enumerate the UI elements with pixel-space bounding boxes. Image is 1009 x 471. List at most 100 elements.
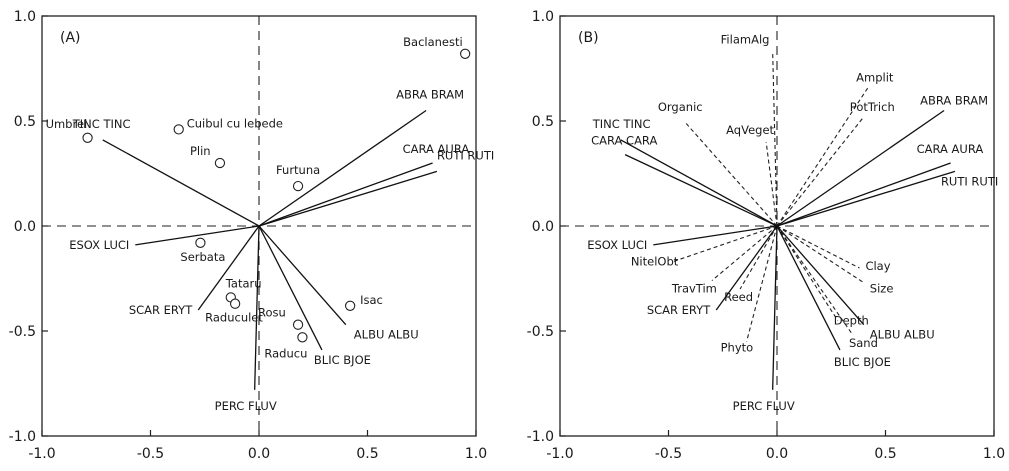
env-vector-aqveget [765, 141, 778, 227]
y-tick-label: 0.0 [14, 219, 36, 235]
species-vector-label: BLIC BJOE [314, 353, 371, 367]
env-vector-phyto [746, 225, 778, 342]
site-point-raducu [297, 332, 308, 343]
site-label: Tataru [225, 276, 262, 290]
site-point-furtuna [292, 180, 304, 192]
y-tick-label: -0.5 [527, 324, 554, 340]
species-vector-albu-albu [258, 225, 347, 326]
x-tick-label: 0.0 [766, 446, 788, 462]
y-tick-label: -1.0 [527, 429, 554, 445]
y-tick-label: -0.5 [9, 324, 36, 340]
species-vector-label: PERC FLUV [215, 399, 277, 413]
site-label: Umbrei [46, 117, 88, 131]
env-vector-clay [776, 225, 860, 269]
species-vector-label: ESOX LUCI [587, 238, 647, 252]
env-vector-label: Clay [865, 259, 890, 273]
species-vector-label: CARA AURA [917, 142, 984, 156]
species-vector-label: ABRA BRAM [920, 94, 988, 108]
env-vector-filamalg [772, 51, 778, 227]
site-label: Plin [190, 144, 211, 158]
species-vector-ruti-ruti [258, 170, 438, 227]
site-point-baclanesti [459, 48, 471, 59]
site-label: Raduculet [205, 311, 263, 325]
site-point-isac [344, 300, 356, 311]
species-vector-label: TINC TINC [592, 117, 651, 131]
site-point-cuibul-cu-lebede [173, 124, 184, 135]
env-vector-label: AqVeget [726, 123, 774, 137]
y-tick-label: 0.0 [532, 219, 554, 235]
env-vector-sand [776, 225, 854, 336]
species-vector-label: BLIC BJOE [834, 355, 891, 369]
y-tick-label: 1.0 [532, 9, 554, 25]
site-point-umbrei [82, 132, 93, 143]
x-tick-label: 0.5 [356, 446, 378, 462]
env-vector-reed [739, 225, 778, 290]
site-label: Furtuna [276, 163, 320, 177]
env-vector-label: NitelObt [631, 255, 679, 269]
species-vector-cara-aura [776, 162, 951, 227]
panel-label: (B) [578, 30, 599, 46]
env-vector-travtim [711, 225, 778, 282]
site-label: Raducu [264, 346, 307, 360]
x-tick-label: 0.0 [248, 446, 270, 462]
species-vector-perc-fluv [254, 225, 260, 390]
species-vector-cara-aura [258, 162, 433, 227]
species-vector-tinc-tinc [620, 139, 778, 227]
species-vector-label: ALBU ALBU [354, 328, 419, 342]
x-tick-label: 1.0 [983, 446, 1005, 462]
species-vector-blic-bjoe [258, 225, 323, 351]
site-label: Cuibul cu lebede [187, 116, 283, 130]
species-vector-cara-cara [624, 154, 778, 227]
site-point-plin [214, 157, 226, 169]
species-vector-blic-bjoe [776, 225, 841, 351]
x-tick-label: -1.0 [28, 446, 55, 462]
site-label: Isac [360, 293, 383, 307]
x-tick-label: -0.5 [137, 446, 164, 462]
species-vector-label: SCAR ERYT [129, 303, 193, 317]
species-vector-label: ALBU ALBU [870, 328, 935, 342]
x-tick-label: 0.5 [874, 446, 896, 462]
site-point-serbata [195, 237, 206, 248]
site-point-rosu [292, 319, 304, 330]
site-label: Baclanesti [403, 35, 463, 49]
site-label: Serbata [180, 250, 225, 264]
species-vector-label: CARA AURA [403, 142, 470, 156]
species-vector-scar-eryt [715, 225, 778, 311]
species-vector-esox-luci [135, 225, 260, 246]
env-vector-label: Reed [724, 290, 753, 304]
panel-label: (A) [60, 30, 81, 46]
species-vector-label: ABRA BRAM [396, 88, 464, 102]
species-vector-perc-fluv [772, 225, 778, 390]
env-vector-pottrich [776, 116, 865, 227]
species-vector-ruti-ruti [776, 170, 956, 227]
env-vector-label: Amplit [856, 70, 894, 84]
species-vector-tinc-tinc [102, 139, 260, 227]
species-vector-label: PERC FLUV [733, 399, 795, 413]
site-label: Rosu [258, 306, 286, 320]
y-tick-label: 1.0 [14, 9, 36, 25]
species-vector-label: RUTI RUTI [941, 174, 998, 188]
y-tick-label: -1.0 [9, 429, 36, 445]
env-vector-label: PotTrich [850, 100, 895, 114]
env-vector-depth [776, 225, 839, 321]
species-vector-label: CARA CARA [591, 134, 657, 148]
species-vector-label: ESOX LUCI [69, 238, 129, 252]
env-vector-label: FilamAlg [721, 33, 770, 47]
species-vector-esox-luci [653, 225, 778, 246]
species-vector-label: RUTI RUTI [437, 148, 494, 162]
env-vector-size [776, 225, 865, 284]
y-tick-label: 0.5 [14, 114, 36, 130]
y-tick-label: 0.5 [532, 114, 554, 130]
species-vector-label: SCAR ERYT [647, 303, 711, 317]
species-vector-abra-bram [776, 109, 945, 227]
env-vector-organic [685, 122, 778, 227]
x-tick-label: -0.5 [655, 446, 682, 462]
env-vector-nitelobt [672, 225, 778, 263]
env-vector-label: Depth [834, 314, 869, 328]
panel-a: -1.0 -0.5 0.0 0.5 1.0 1.0 0.5 0.0 -0.5 -1.0 (A) ABR… [9, 9, 495, 462]
panel-b: -1.0 -0.5 0.0 0.5 1.0 1.0 0.5 0.0 -0.5 -1.0 (B) Fil… [527, 9, 1005, 462]
species-vector-scar-eryt [197, 225, 260, 311]
x-tick-label: -1.0 [546, 446, 573, 462]
species-vector-albu-albu [776, 225, 865, 326]
env-vector-label: Organic [658, 100, 703, 114]
